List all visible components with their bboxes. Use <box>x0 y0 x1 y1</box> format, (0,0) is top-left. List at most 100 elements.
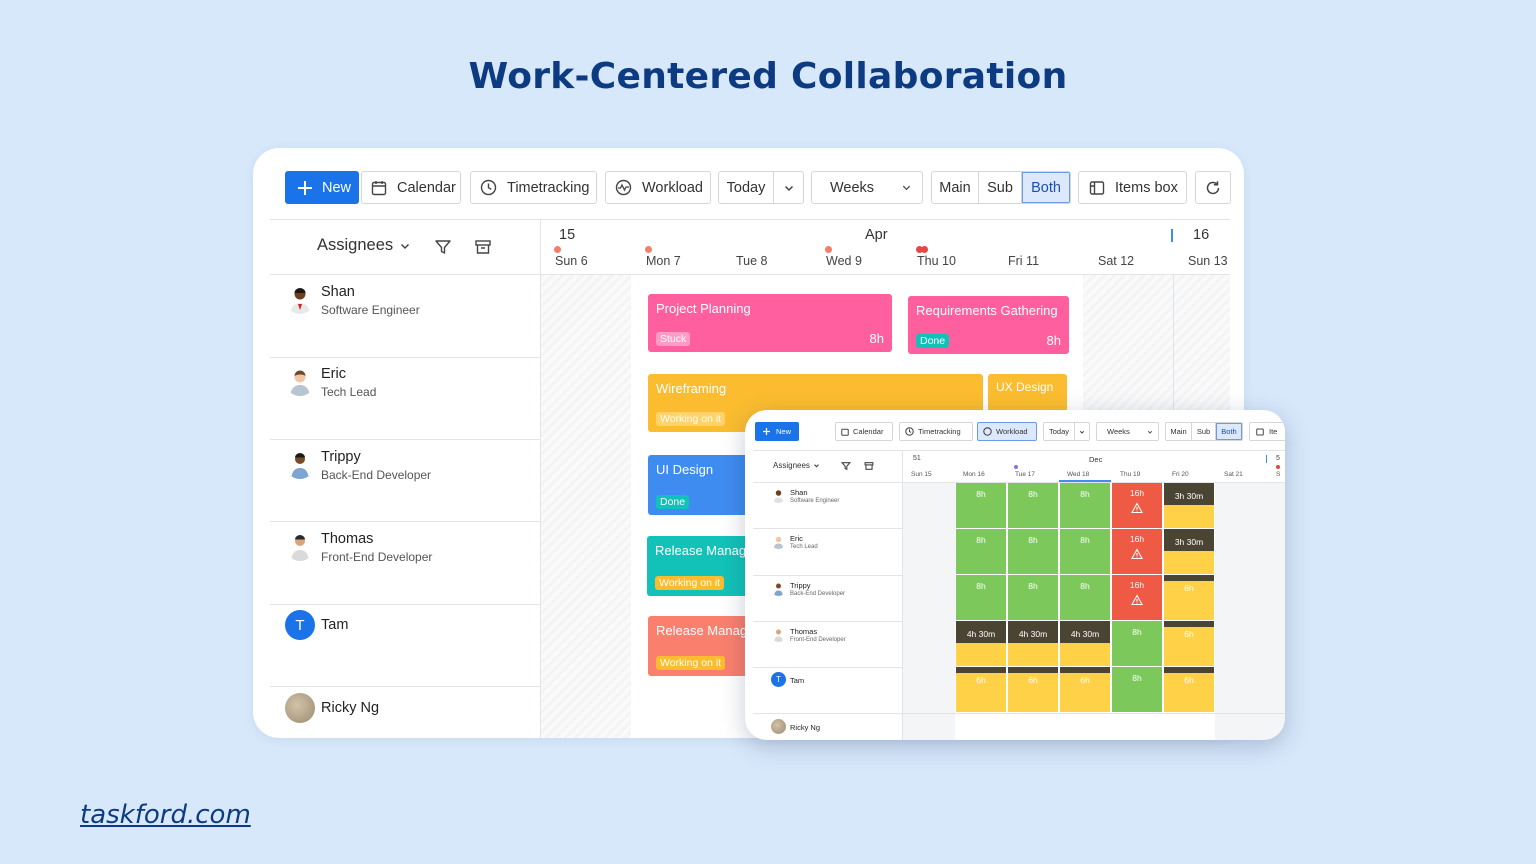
task-title: UI Design <box>656 462 714 477</box>
sub-toggle[interactable]: Sub <box>979 172 1022 203</box>
workload-cell[interactable]: 16h <box>1112 575 1162 620</box>
capacity-bar <box>1164 575 1214 581</box>
workload-cell[interactable]: 8h <box>1008 529 1058 574</box>
day-label: Fri 11 <box>1008 254 1040 268</box>
status-badge: Working on it <box>655 576 725 590</box>
workload-cell[interactable]: 8h <box>1008 575 1058 620</box>
weeks-select[interactable]: Weeks <box>1096 422 1159 441</box>
divider <box>270 357 540 358</box>
workload-cell[interactable]: 6h <box>1164 667 1214 712</box>
chevron-down-icon <box>813 464 819 468</box>
workload-cell[interactable]: 8h <box>956 575 1006 620</box>
main-toggle[interactable]: Main <box>1166 423 1192 440</box>
warning-icon <box>1131 502 1143 514</box>
items-box-icon <box>1256 428 1264 435</box>
today-button[interactable]: Today <box>1044 423 1075 440</box>
status-badge: Working on it <box>656 656 726 670</box>
workload-cell[interactable]: 6h <box>1164 575 1214 620</box>
day-label: Tue 17 <box>1015 471 1035 478</box>
workload-cell[interactable]: 16h <box>1112 483 1162 528</box>
taskford-link[interactable]: taskford.com <box>80 800 251 830</box>
weekend-column <box>903 483 955 740</box>
status-badge: Working on it <box>656 412 726 426</box>
both-toggle[interactable]: Both <box>1216 423 1242 440</box>
today-button[interactable]: Today <box>719 172 774 203</box>
sub-toggle[interactable]: Sub <box>1192 423 1216 440</box>
calendar-button[interactable]: Calendar <box>361 171 461 204</box>
workload-hours: 8h <box>1028 535 1038 545</box>
new-button[interactable]: New <box>755 422 799 441</box>
task-title: Wireframing <box>656 381 727 396</box>
avatar-initial: T <box>771 672 786 687</box>
workload-cell[interactable]: 8h <box>1112 667 1162 712</box>
weekend-column <box>1215 483 1285 740</box>
workload-cell[interactable]: 8h <box>1112 621 1162 666</box>
today-control: Today <box>718 171 804 204</box>
refresh-button[interactable] <box>1195 171 1231 204</box>
new-button[interactable]: New <box>285 171 359 204</box>
assignees-header[interactable]: Assignees <box>773 461 820 470</box>
task-bar[interactable]: UI Design Done <box>648 455 758 515</box>
assignees-header[interactable]: Assignees <box>317 236 411 255</box>
workload-cell[interactable]: 4h 30m <box>956 621 1006 666</box>
workload-cell[interactable]: 8h <box>1060 483 1110 528</box>
items-box-button[interactable]: Items box <box>1078 171 1187 204</box>
filter-icon[interactable] <box>841 461 851 471</box>
capacity-bar <box>1164 667 1214 673</box>
task-title: Release Manage <box>655 543 754 558</box>
week-number: 5 <box>1276 455 1280 462</box>
workload-cell[interactable]: 6h <box>1008 667 1058 712</box>
today-dropdown[interactable] <box>774 172 803 203</box>
workload-cell[interactable]: 6h <box>956 667 1006 712</box>
assignee-name: Thomas <box>790 627 818 636</box>
day-label: Sun 6 <box>555 254 588 268</box>
workload-button[interactable]: Workload <box>605 171 711 204</box>
view-toggle: Main Sub Both <box>931 171 1071 204</box>
today-marker <box>1266 455 1267 463</box>
timetracking-button[interactable]: Timetracking <box>899 422 973 441</box>
workload-cell[interactable]: 8h <box>956 483 1006 528</box>
timetracking-button[interactable]: Timetracking <box>470 171 597 204</box>
today-dropdown[interactable] <box>1075 423 1089 440</box>
workload-cell[interactable]: 8h <box>1060 529 1110 574</box>
workload-button[interactable]: Workload <box>977 422 1037 441</box>
assignee-role: Back-End Developer <box>790 591 846 597</box>
workload-cell[interactable]: 6h <box>1164 621 1214 666</box>
week-number: 16 <box>1193 227 1210 243</box>
capacity-bar <box>1008 667 1058 673</box>
task-bar[interactable]: Project Planning Stuck 8h <box>648 294 892 352</box>
divider <box>753 528 903 529</box>
workload-hours: 8h <box>976 489 986 499</box>
workload-cell[interactable]: 6h <box>1060 667 1110 712</box>
assignee-name: Shan <box>321 284 355 300</box>
assignee-name: Tam <box>790 676 805 685</box>
archive-icon[interactable] <box>474 238 492 256</box>
weeks-select[interactable]: Weeks <box>811 171 923 204</box>
divider <box>753 713 1285 714</box>
task-bar[interactable]: Release Manage Working on it <box>648 616 758 676</box>
workload-hours: 16h <box>1129 488 1145 498</box>
both-toggle[interactable]: Both <box>1022 172 1070 203</box>
task-bar[interactable]: Requirements Gathering Done 8h <box>908 296 1069 354</box>
today-control: Today <box>1043 422 1090 441</box>
divider <box>270 521 540 522</box>
workload-cell[interactable]: 3h 30m <box>1164 529 1214 574</box>
task-title: UX Design <box>996 380 1054 394</box>
task-bar[interactable]: Release Manage Working on it <box>647 536 757 596</box>
workload-cell[interactable]: 8h <box>1008 483 1058 528</box>
assignee-role: Software Engineer <box>321 303 420 317</box>
filter-icon[interactable] <box>434 238 452 256</box>
main-toggle[interactable]: Main <box>932 172 979 203</box>
clock-icon <box>905 427 914 436</box>
workload-cell[interactable]: 16h <box>1112 529 1162 574</box>
workload-cell[interactable]: 8h <box>1060 575 1110 620</box>
archive-icon[interactable] <box>864 461 874 471</box>
workload-cell[interactable]: 4h 30m <box>1008 621 1058 666</box>
workload-cell[interactable]: 8h <box>956 529 1006 574</box>
calendar-button[interactable]: Calendar <box>835 422 893 441</box>
assignee-role: Tech Lead <box>321 385 377 399</box>
today-underline <box>1059 480 1111 482</box>
workload-cell[interactable]: 3h 30m <box>1164 483 1214 528</box>
items-box-button[interactable]: Ite <box>1249 422 1285 441</box>
workload-cell[interactable]: 4h 30m <box>1060 621 1110 666</box>
